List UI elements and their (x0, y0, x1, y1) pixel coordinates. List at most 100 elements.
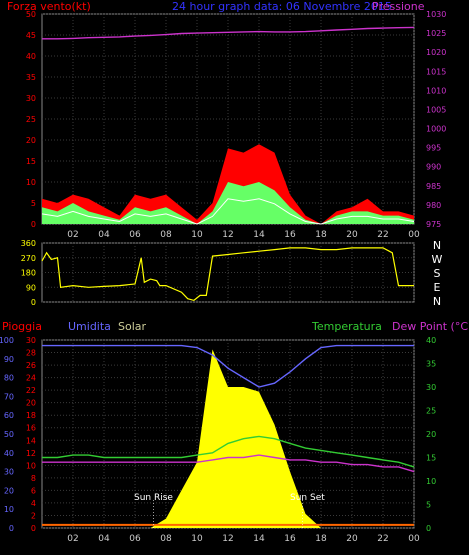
weather-panel: 0102030405060708090100024681012141618202… (0, 336, 436, 544)
wind-tick-label: 40 (26, 52, 36, 61)
rain-tick-label: 12 (26, 449, 36, 458)
rain-tick-label: 18 (26, 411, 36, 420)
pressure-tick-label: 1005 (426, 105, 446, 114)
direction-tick-label: 90 (26, 283, 36, 292)
compass-label: N (433, 295, 441, 308)
temperature-line (42, 435, 415, 468)
rain-tick-label: 24 (26, 374, 36, 383)
humidity-label: Umidita (68, 320, 111, 333)
rain-tick-label: 26 (26, 361, 36, 370)
wind-tick-label: 0 (31, 220, 36, 229)
x-tick-label: 14 (253, 230, 265, 240)
wind-tick-label: 25 (26, 115, 36, 124)
pressure-tick-label: 1025 (426, 29, 446, 38)
humidity-tick-label: 10 (4, 505, 14, 514)
x-tick-label: 00 (408, 230, 420, 240)
pressure-tick-label: 995 (426, 144, 441, 153)
direction-tick-label: 270 (21, 254, 36, 263)
x-tick-label: 00 (408, 534, 420, 544)
rain-tick-label: 28 (26, 349, 36, 358)
x-tick-label: 20 (346, 534, 358, 544)
rain-tick-label: 20 (26, 399, 36, 408)
pressure-tick-label: 1010 (426, 86, 446, 95)
direction-tick-label: 0 (31, 298, 36, 307)
rain-tick-label: 8 (31, 474, 36, 483)
wind-tick-label: 5 (31, 199, 36, 208)
wind-direction-line (41, 247, 414, 302)
pressure-line (42, 26, 415, 40)
x-tick-label: 22 (377, 230, 388, 240)
compass-label: E (434, 281, 441, 294)
x-tick-label: 02 (67, 534, 78, 544)
rain-tick-label: 22 (26, 386, 36, 395)
x-tick-label: 16 (284, 534, 296, 544)
wind-tick-label: 35 (26, 73, 36, 82)
x-tick-label: 16 (284, 230, 296, 240)
x-tick-label: 08 (160, 534, 172, 544)
compass-label: W (432, 253, 443, 266)
sun-rise-label: Sun Rise (134, 493, 173, 503)
pressure-tick-label: 1030 (426, 10, 446, 19)
x-tick-label: 06 (129, 534, 141, 544)
wind-tick-label: 10 (26, 178, 36, 187)
temperature-tick-label: 0 (426, 524, 431, 533)
rain-tick-label: 6 (31, 486, 36, 495)
wind-minimum-line (41, 198, 415, 225)
x-tick-label: 04 (98, 230, 110, 240)
x-tick-label: 02 (67, 230, 78, 240)
humidity-tick-label: 30 (4, 468, 14, 477)
humidity-tick-label: 0 (9, 524, 14, 533)
temperature-tick-label: 35 (426, 360, 436, 369)
wind-tick-label: 50 (26, 10, 36, 19)
temperature-label: Temperatura (311, 320, 382, 333)
temperature-tick-label: 25 (426, 407, 436, 416)
humidity-tick-label: 80 (4, 374, 14, 383)
sun-set-label: Sun Set (290, 493, 325, 503)
humidity-tick-label: 40 (4, 449, 14, 458)
x-tick-label: 10 (191, 230, 203, 240)
pressure-tick-label: 985 (426, 182, 441, 191)
humidity-tick-label: 20 (4, 486, 14, 495)
x-tick-label: 06 (129, 230, 141, 240)
pressure-tick-label: 1020 (426, 48, 446, 57)
temperature-tick-label: 40 (426, 336, 436, 345)
solar-label: Solar (118, 320, 147, 333)
rain-tick-label: 14 (26, 436, 36, 445)
x-tick-label: 14 (253, 534, 265, 544)
x-tick-label: 04 (98, 534, 110, 544)
pressure-axis-label: Pressione (372, 0, 425, 13)
compass-label: N (433, 239, 441, 252)
direction-tick-label: 360 (21, 239, 36, 248)
rain-label: Pioggia (2, 320, 42, 333)
humidity-tick-label: 50 (4, 430, 14, 439)
rain-tick-label: 2 (31, 511, 36, 520)
dewpoint-label: Dew Point (°C) (392, 320, 469, 333)
temperature-tick-label: 5 (426, 501, 431, 510)
pressure-tick-label: 1015 (426, 67, 446, 76)
rain-tick-label: 30 (26, 336, 36, 345)
humidity-tick-label: 90 (4, 355, 14, 364)
pressure-tick-label: 1000 (426, 125, 446, 134)
rain-tick-label: 16 (26, 424, 36, 433)
wind-tick-label: 30 (26, 94, 36, 103)
pressure-tick-label: 975 (426, 220, 441, 229)
humidity-tick-label: 70 (4, 392, 14, 401)
x-tick-label: 18 (315, 230, 327, 240)
solar-area (42, 349, 414, 528)
compass-label: S (434, 267, 441, 280)
wind-panel: 0510152025303540455097598098599099510001… (26, 10, 447, 240)
wind-tick-label: 15 (26, 157, 36, 166)
wind-axis-label: Forza vento(kt) (7, 0, 91, 13)
x-tick-label: 20 (346, 230, 358, 240)
temperature-tick-label: 10 (426, 477, 436, 486)
x-tick-label: 18 (315, 534, 327, 544)
x-tick-label: 08 (160, 230, 172, 240)
chart-title: 24 hour graph data: 06 Novembre 2015 (172, 0, 392, 13)
dewpoint-line (42, 454, 415, 473)
wind-tick-label: 20 (26, 136, 36, 145)
x-tick-label: 12 (222, 230, 233, 240)
temperature-tick-label: 15 (426, 454, 436, 463)
direction-tick-label: 180 (21, 269, 36, 278)
